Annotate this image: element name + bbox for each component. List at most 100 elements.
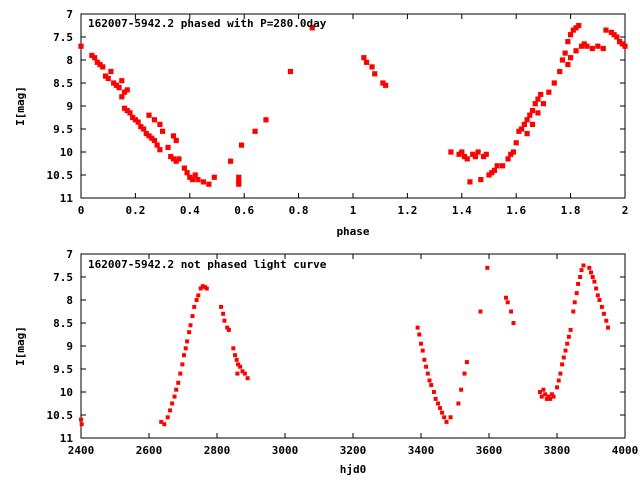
x-tick-label: 2 — [622, 204, 629, 217]
data-point — [184, 170, 190, 176]
data-point — [546, 89, 552, 95]
data-point — [440, 410, 445, 415]
data-point — [97, 62, 103, 68]
data-point — [176, 156, 182, 162]
data-point — [538, 91, 544, 98]
data-point — [527, 112, 533, 118]
data-point — [361, 55, 367, 61]
data-point — [116, 85, 122, 91]
data-point — [181, 165, 187, 171]
data-point — [420, 348, 425, 353]
data-point — [245, 376, 250, 381]
data-point — [79, 422, 84, 427]
data-point — [486, 172, 492, 178]
data-point — [173, 158, 179, 164]
data-point — [561, 355, 566, 360]
data-point — [475, 149, 481, 155]
data-point — [565, 62, 571, 68]
data-point — [541, 387, 546, 392]
data-point — [478, 177, 484, 183]
data-point — [151, 137, 158, 144]
x-axis-title: phase — [336, 225, 369, 238]
data-point — [138, 124, 144, 130]
data-point — [599, 304, 604, 309]
data-point — [102, 73, 109, 79]
data-point — [380, 80, 386, 86]
y-tick-label: 10 — [60, 146, 73, 159]
data-point — [151, 117, 158, 123]
data-point — [182, 353, 187, 358]
chart-title: 162007-5942.2 phased with P=280.0day — [88, 17, 327, 30]
data-point — [578, 43, 585, 49]
x-tick-label: 2800 — [204, 444, 231, 457]
data-point — [500, 163, 506, 169]
plot-frame — [80, 253, 626, 439]
data-point — [130, 114, 136, 121]
data-point — [419, 341, 423, 346]
data-point — [546, 394, 551, 399]
data-point — [154, 142, 160, 148]
data-point — [505, 300, 510, 305]
data-point — [535, 96, 541, 102]
data-point — [611, 32, 617, 38]
data-point — [581, 263, 586, 268]
data-point — [505, 156, 511, 162]
data-point — [538, 390, 542, 394]
data-point — [568, 55, 574, 61]
data-point — [565, 39, 571, 45]
data-point — [231, 346, 236, 351]
data-point — [578, 275, 583, 279]
data-point — [287, 68, 294, 75]
data-point — [79, 417, 83, 422]
data-point — [165, 415, 170, 420]
data-point — [157, 147, 163, 153]
data-point — [424, 364, 429, 369]
data-point — [563, 348, 568, 353]
data-point — [174, 387, 179, 392]
data-point — [119, 94, 125, 100]
data-point — [226, 327, 231, 332]
data-point — [568, 327, 573, 332]
x-tick-label: 3000 — [272, 444, 299, 457]
data-point — [529, 121, 536, 127]
data-point — [557, 68, 563, 75]
data-point — [425, 371, 430, 376]
y-tick-label: 7 — [66, 8, 73, 21]
data-point — [568, 32, 574, 38]
data-point — [165, 144, 171, 150]
x-tick-label: 3400 — [408, 444, 435, 457]
data-point — [524, 131, 530, 137]
data-point — [595, 293, 600, 298]
data-point — [369, 64, 375, 70]
x-tick-label: 1.2 — [397, 204, 417, 217]
y-tick-label: 9 — [66, 100, 73, 113]
data-point — [111, 80, 117, 86]
x-tick-label: 0.4 — [180, 204, 200, 217]
unphased-chart: 2400 2600 2800 3000 3200 3400 3600 3800 4000 7 7.5… — [14, 248, 638, 476]
data-point — [562, 50, 568, 56]
data-point — [422, 357, 427, 362]
data-point — [560, 362, 565, 367]
data-point — [558, 371, 563, 376]
data-point — [581, 41, 587, 47]
data-point — [200, 284, 205, 289]
data-point — [601, 311, 606, 316]
data-point — [489, 170, 495, 176]
data-point — [608, 29, 614, 35]
data-point — [364, 59, 370, 65]
data-point — [108, 68, 114, 75]
x-tick-label: 1.6 — [506, 204, 526, 217]
data-point — [124, 87, 130, 93]
data-point — [510, 149, 517, 155]
data-point — [135, 119, 141, 125]
data-point — [222, 318, 227, 323]
data-point — [372, 71, 378, 77]
data-point — [483, 151, 489, 157]
data-point — [544, 396, 549, 401]
data-point — [521, 121, 527, 127]
data-point — [464, 360, 469, 365]
data-point — [94, 59, 100, 65]
data-point — [461, 154, 468, 160]
data-point — [236, 181, 242, 187]
